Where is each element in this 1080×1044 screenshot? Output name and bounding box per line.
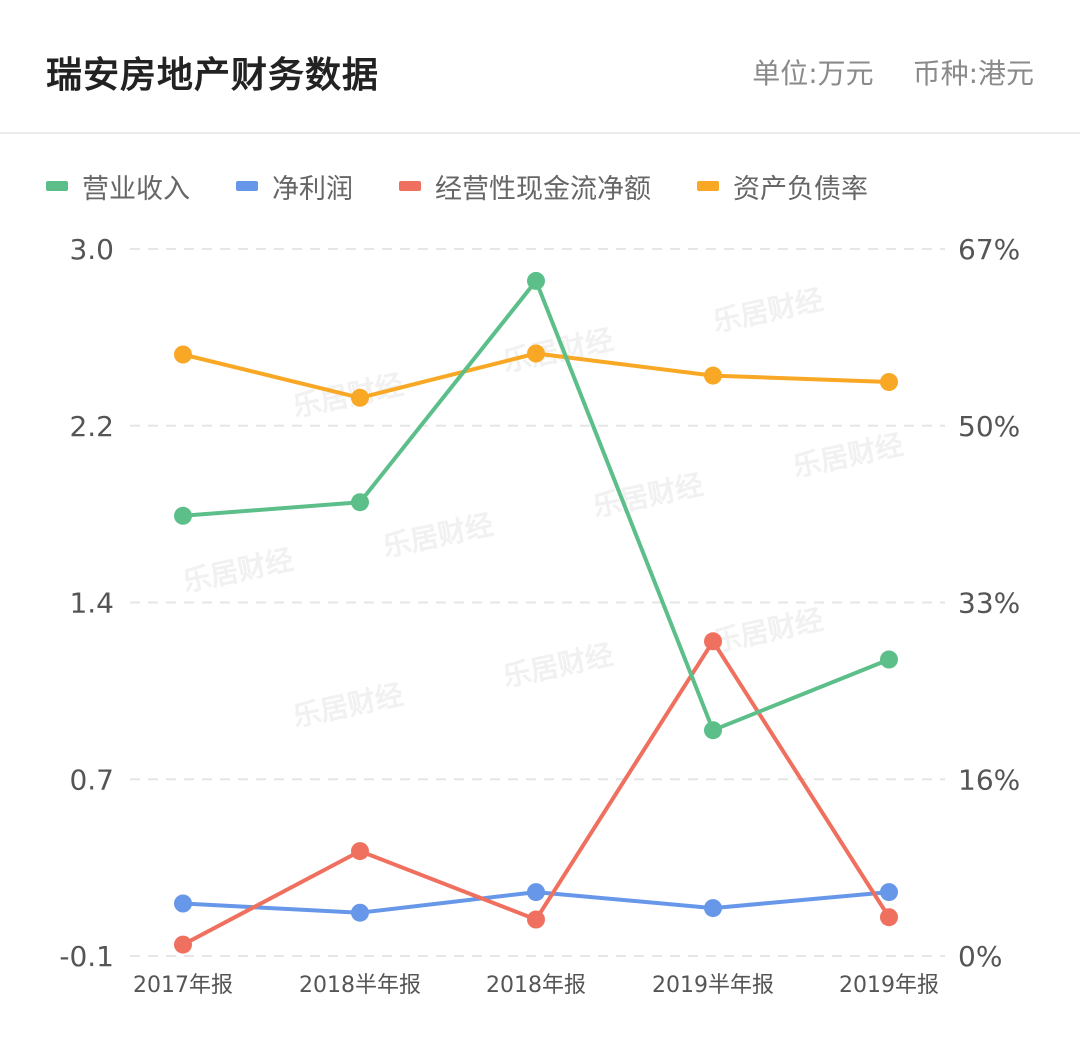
right-axis-tick: 0% [958,940,1002,973]
right-axis-tick: 16% [958,763,1020,796]
right-axis-tick: 33% [958,587,1020,620]
data-point [174,506,192,525]
data-point [704,721,722,740]
data-point [527,910,545,929]
right-axis-tick: 50% [958,410,1020,443]
data-point [351,903,369,922]
left-axis-tick: 1.4 [69,587,114,620]
data-point [704,366,722,385]
legend-swatch [697,181,719,191]
watermark-text: 乐居财经 [710,603,826,659]
legend-label: 营业收入 [82,173,190,205]
legend-item[interactable]: 经营性现金流净额 [399,167,651,206]
data-point [704,632,722,651]
x-axis-tick: 2019半年报 [652,973,774,998]
legend-label: 经营性现金流净额 [435,173,651,205]
watermark-text: 乐居财经 [380,508,496,564]
legend-swatch [46,181,68,191]
data-point [174,894,192,913]
unit-label: 单位:万元 [752,57,874,90]
data-point [704,899,722,918]
legend: 营业收入 净利润 经营性现金流净额 资产负债率 [46,166,914,206]
watermark-text: 乐居财经 [180,543,296,599]
legend-item[interactable]: 资产负债率 [697,167,868,206]
x-axis-tick: 2019年报 [839,973,939,998]
header: 瑞安房地产财务数据 单位:万元 币种:港元 [0,0,1080,134]
left-axis-tick: 0.7 [69,763,114,796]
data-point [174,935,192,954]
legend-item[interactable]: 营业收入 [46,167,190,206]
watermark-text: 乐居财经 [500,323,616,379]
watermark-text: 乐居财经 [500,638,616,694]
data-point [527,344,545,363]
data-point [174,345,192,364]
data-point [527,271,545,290]
page-title: 瑞安房地产财务数据 [46,55,380,96]
data-point [880,908,898,927]
legend-label: 净利润 [272,173,353,205]
legend-swatch [236,181,258,191]
left-axis-tick: -0.1 [59,940,114,973]
left-axis-tick: 3.0 [69,233,114,266]
data-point [880,650,898,669]
data-point [351,388,369,407]
left-axis-tick: 2.2 [69,410,114,443]
right-axis-tick: 67% [958,233,1020,266]
data-point [351,842,369,861]
legend-label: 资产负债率 [733,173,868,205]
legend-swatch [399,181,421,191]
unit-info: 单位:万元 币种:港元 [722,52,1034,92]
x-axis-tick: 2017年报 [133,973,233,998]
x-axis-tick: 2018半年报 [299,973,421,998]
watermark-text: 乐居财经 [790,428,906,484]
currency-label: 币种:港元 [912,57,1034,90]
x-axis-tick: 2018年报 [486,973,586,998]
watermark-text: 乐居财经 [710,283,826,339]
data-point [527,883,545,902]
data-point [880,883,898,902]
data-point [880,373,898,391]
watermark-text: 乐居财经 [290,678,406,734]
data-point [351,493,369,512]
legend-item[interactable]: 净利润 [236,167,353,206]
watermark-text: 乐居财经 [590,468,706,524]
